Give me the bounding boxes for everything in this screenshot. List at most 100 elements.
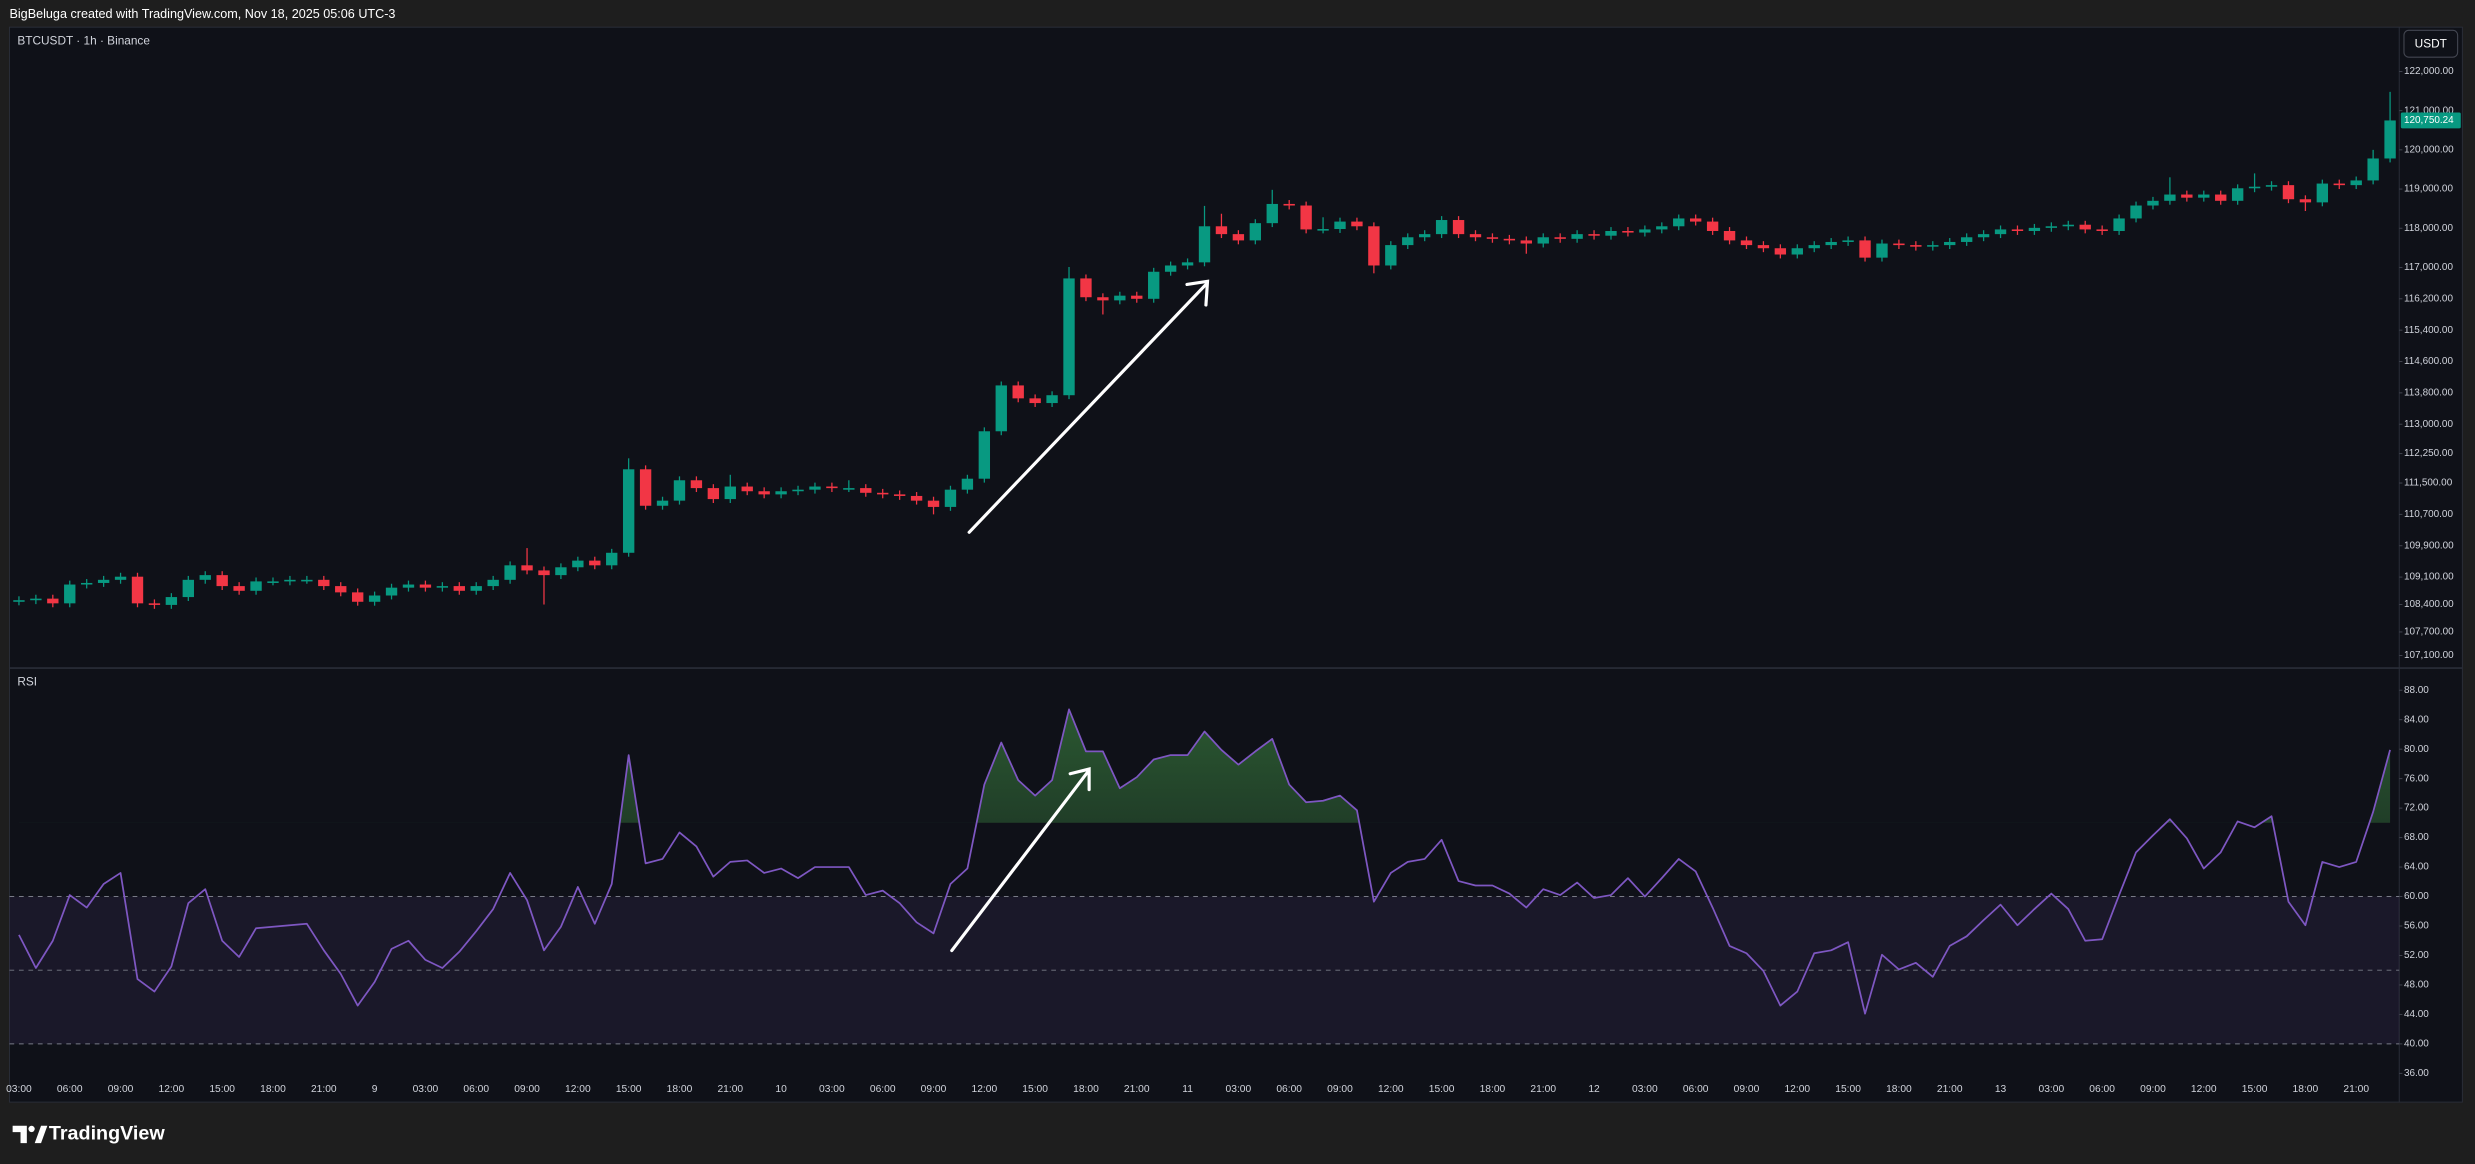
candle-body bbox=[368, 595, 381, 602]
last-price-label: 120,750.24 bbox=[2404, 115, 2454, 126]
candle-body bbox=[182, 579, 194, 598]
candle-body bbox=[504, 565, 516, 580]
candle-body bbox=[2299, 199, 2312, 203]
y-tick-label: 88.00 bbox=[2404, 685, 2429, 696]
candle-body bbox=[2248, 186, 2261, 189]
x-tick-label: 12 bbox=[1588, 1084, 1600, 1095]
x-tick-label: 21:00 bbox=[1530, 1084, 1556, 1095]
candle-body bbox=[1012, 385, 1024, 399]
candle-body bbox=[1859, 240, 1871, 258]
candle-body bbox=[792, 489, 804, 492]
symbol-label: BTCUSDT · 1h · Binance bbox=[17, 34, 150, 48]
candle-body bbox=[2113, 218, 2125, 231]
candle-body bbox=[97, 579, 110, 583]
x-tick-label: 06:00 bbox=[57, 1084, 83, 1095]
x-tick-label: 12:00 bbox=[1378, 1084, 1404, 1095]
candle-body bbox=[1486, 237, 1499, 239]
candle-body bbox=[2130, 205, 2142, 219]
candle-body bbox=[2062, 224, 2074, 227]
candle-body bbox=[2198, 194, 2210, 198]
overbought-fill bbox=[18, 709, 2391, 823]
candle-body bbox=[1673, 218, 1685, 227]
candle-body bbox=[2231, 188, 2244, 201]
x-tick-label: 03:00 bbox=[1632, 1084, 1658, 1095]
candle-body bbox=[2215, 194, 2227, 201]
x-tick-label: 9 bbox=[372, 1084, 378, 1095]
candle-body bbox=[707, 488, 720, 500]
candle-body bbox=[2164, 194, 2176, 201]
currency-label[interactable]: USDT bbox=[2415, 37, 2447, 51]
y-tick-label: 121,000.00 bbox=[2404, 105, 2454, 116]
candle-body bbox=[30, 598, 42, 601]
candle-body bbox=[910, 495, 923, 501]
y-tick-label: 109,900.00 bbox=[2404, 540, 2454, 551]
candle-body bbox=[351, 592, 364, 602]
candle-body bbox=[131, 576, 144, 604]
x-tick-label: 13 bbox=[1995, 1084, 2007, 1095]
y-tick-label: 119,000.00 bbox=[2404, 184, 2453, 195]
candle-body bbox=[165, 597, 178, 605]
candle-body bbox=[843, 488, 855, 490]
y-tick-label: 84.00 bbox=[2404, 714, 2429, 725]
candle-body bbox=[1774, 248, 1787, 255]
candle-body bbox=[1131, 295, 1143, 299]
candle-body bbox=[1960, 237, 1973, 242]
logo-mark bbox=[34, 1125, 48, 1144]
x-tick-label: 21:00 bbox=[311, 1084, 337, 1095]
candle-body bbox=[284, 579, 296, 582]
y-tick-label: 107,100.00 bbox=[2404, 650, 2454, 661]
candle-body bbox=[1300, 205, 1312, 230]
candle-body bbox=[860, 488, 872, 493]
arrow-head bbox=[1068, 767, 1091, 792]
candle-body bbox=[1063, 278, 1075, 396]
y-tick-label: 76.00 bbox=[2404, 773, 2429, 784]
candle-body bbox=[1588, 234, 1600, 236]
candle-body bbox=[2147, 200, 2159, 206]
y-tick-label: 118,000.00 bbox=[2404, 223, 2453, 234]
candle-body bbox=[436, 586, 449, 588]
candle-body bbox=[1842, 240, 1854, 242]
candle-body bbox=[1503, 238, 1516, 241]
y-tick-label: 113,000.00 bbox=[2404, 419, 2453, 430]
y-tick-label: 111,500.00 bbox=[2404, 478, 2453, 489]
candle-body bbox=[1656, 226, 1668, 230]
y-tick-label: 117,000.00 bbox=[2404, 262, 2453, 273]
x-tick-label: 18:00 bbox=[667, 1084, 693, 1095]
y-tick-label: 60.00 bbox=[2404, 891, 2429, 902]
candle-body bbox=[114, 576, 127, 580]
candle-body bbox=[1910, 245, 1922, 247]
candle-body bbox=[1927, 245, 1939, 247]
candle-body bbox=[572, 560, 584, 568]
x-tick-label: 03:00 bbox=[819, 1084, 845, 1095]
currency-button[interactable] bbox=[2403, 29, 2459, 58]
x-tick-label: 15:00 bbox=[1022, 1084, 1048, 1095]
x-tick-label: 21:00 bbox=[2343, 1084, 2369, 1095]
arrow bbox=[950, 770, 1090, 953]
candle-body bbox=[809, 486, 821, 490]
candle-body bbox=[944, 489, 957, 507]
x-tick-label: 12:00 bbox=[159, 1084, 185, 1095]
candle-body bbox=[13, 600, 25, 602]
candle-body bbox=[1029, 398, 1041, 404]
candle-body bbox=[2011, 229, 2024, 232]
y-tick-label: 107,700.00 bbox=[2404, 627, 2454, 638]
candle-body bbox=[1419, 234, 1431, 238]
candle-body bbox=[1554, 237, 1566, 239]
x-tick-label: 09:00 bbox=[2140, 1084, 2166, 1095]
arrow-head bbox=[1185, 279, 1210, 307]
candle-body bbox=[2350, 180, 2362, 186]
candle-body bbox=[2265, 185, 2278, 187]
candle-body bbox=[521, 565, 533, 571]
candle-body bbox=[470, 586, 482, 591]
y-tick-label: 64.00 bbox=[2404, 862, 2429, 873]
y-tick-label: 115,400.00 bbox=[2404, 325, 2453, 336]
y-tick-label: 120,000.00 bbox=[2404, 144, 2454, 155]
candle-body bbox=[1232, 234, 1245, 241]
brand-logo bbox=[12, 1125, 48, 1144]
x-tick-label: 09:00 bbox=[108, 1084, 134, 1095]
y-tick-label: 112,250.00 bbox=[2404, 448, 2453, 459]
candle-body bbox=[1046, 395, 1058, 404]
candle-body bbox=[81, 582, 93, 585]
candle-body bbox=[453, 586, 465, 591]
x-tick-label: 09:00 bbox=[921, 1084, 947, 1095]
